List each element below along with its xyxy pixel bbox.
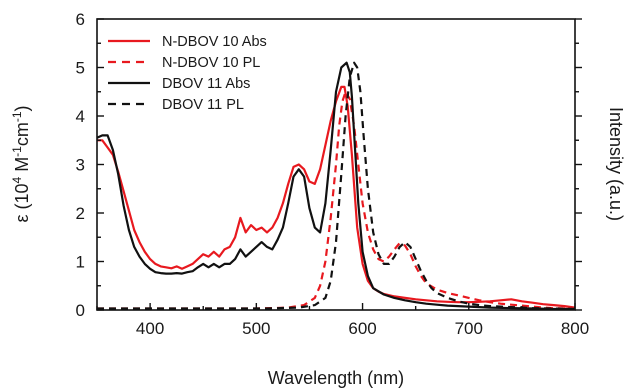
y-tick-label-1: 1 (76, 253, 85, 272)
x-tick-label-800: 800 (561, 319, 589, 338)
y-axis-title-mid1: M (12, 157, 32, 177)
y-ticks: 0 1 2 3 4 5 6 (76, 10, 104, 320)
x-tick-label-400: 400 (136, 319, 164, 338)
plot-lines (96, 61, 576, 311)
y2-axis-title: Intensity (a.u.) (606, 107, 626, 221)
legend-label-1: N-DBOV 10 Abs (162, 34, 267, 50)
series-line-2 (97, 90, 576, 311)
y-tick-label-0: 0 (76, 301, 85, 320)
y-tick-label-2: 2 (76, 204, 85, 223)
legend-label-4: DBOV 11 PL (162, 97, 244, 113)
legend: N-DBOV 10 Abs N-DBOV 10 PL DBOV 11 Abs DBOV… (108, 34, 267, 113)
y-axis-title-mid2: cm (12, 122, 32, 146)
legend-label-3: DBOV 11 Abs (162, 76, 250, 92)
y-axis-title-exp2: -1 (10, 146, 24, 157)
series-line-3 (96, 61, 575, 311)
y-axis-title-prefix: ε (10 (12, 183, 32, 222)
y-axis-title: ε (104 M-1cm-1) (10, 105, 32, 222)
x-axis-title: Wavelength (nm) (268, 368, 404, 388)
y2-ticks (575, 18, 582, 311)
y-axis-title-exp3: -1 (10, 111, 24, 122)
y-tick-label-4: 4 (76, 107, 85, 126)
x-tick-label-600: 600 (348, 319, 376, 338)
x-tick-label-700: 700 (455, 319, 483, 338)
series-line-1 (97, 85, 576, 309)
y-tick-label-3: 3 (76, 156, 85, 175)
x-ticks: 400 500 600 700 800 (96, 303, 589, 338)
y-tick-label-6: 6 (76, 10, 85, 29)
y-axis-title-suffix: ) (12, 105, 32, 111)
series-line-4 (97, 61, 576, 311)
y-axis-title-exp1: 4 (10, 176, 24, 183)
y-tick-label-5: 5 (76, 59, 85, 78)
legend-label-2: N-DBOV 10 PL (162, 55, 260, 71)
x-tick-label-500: 500 (242, 319, 270, 338)
